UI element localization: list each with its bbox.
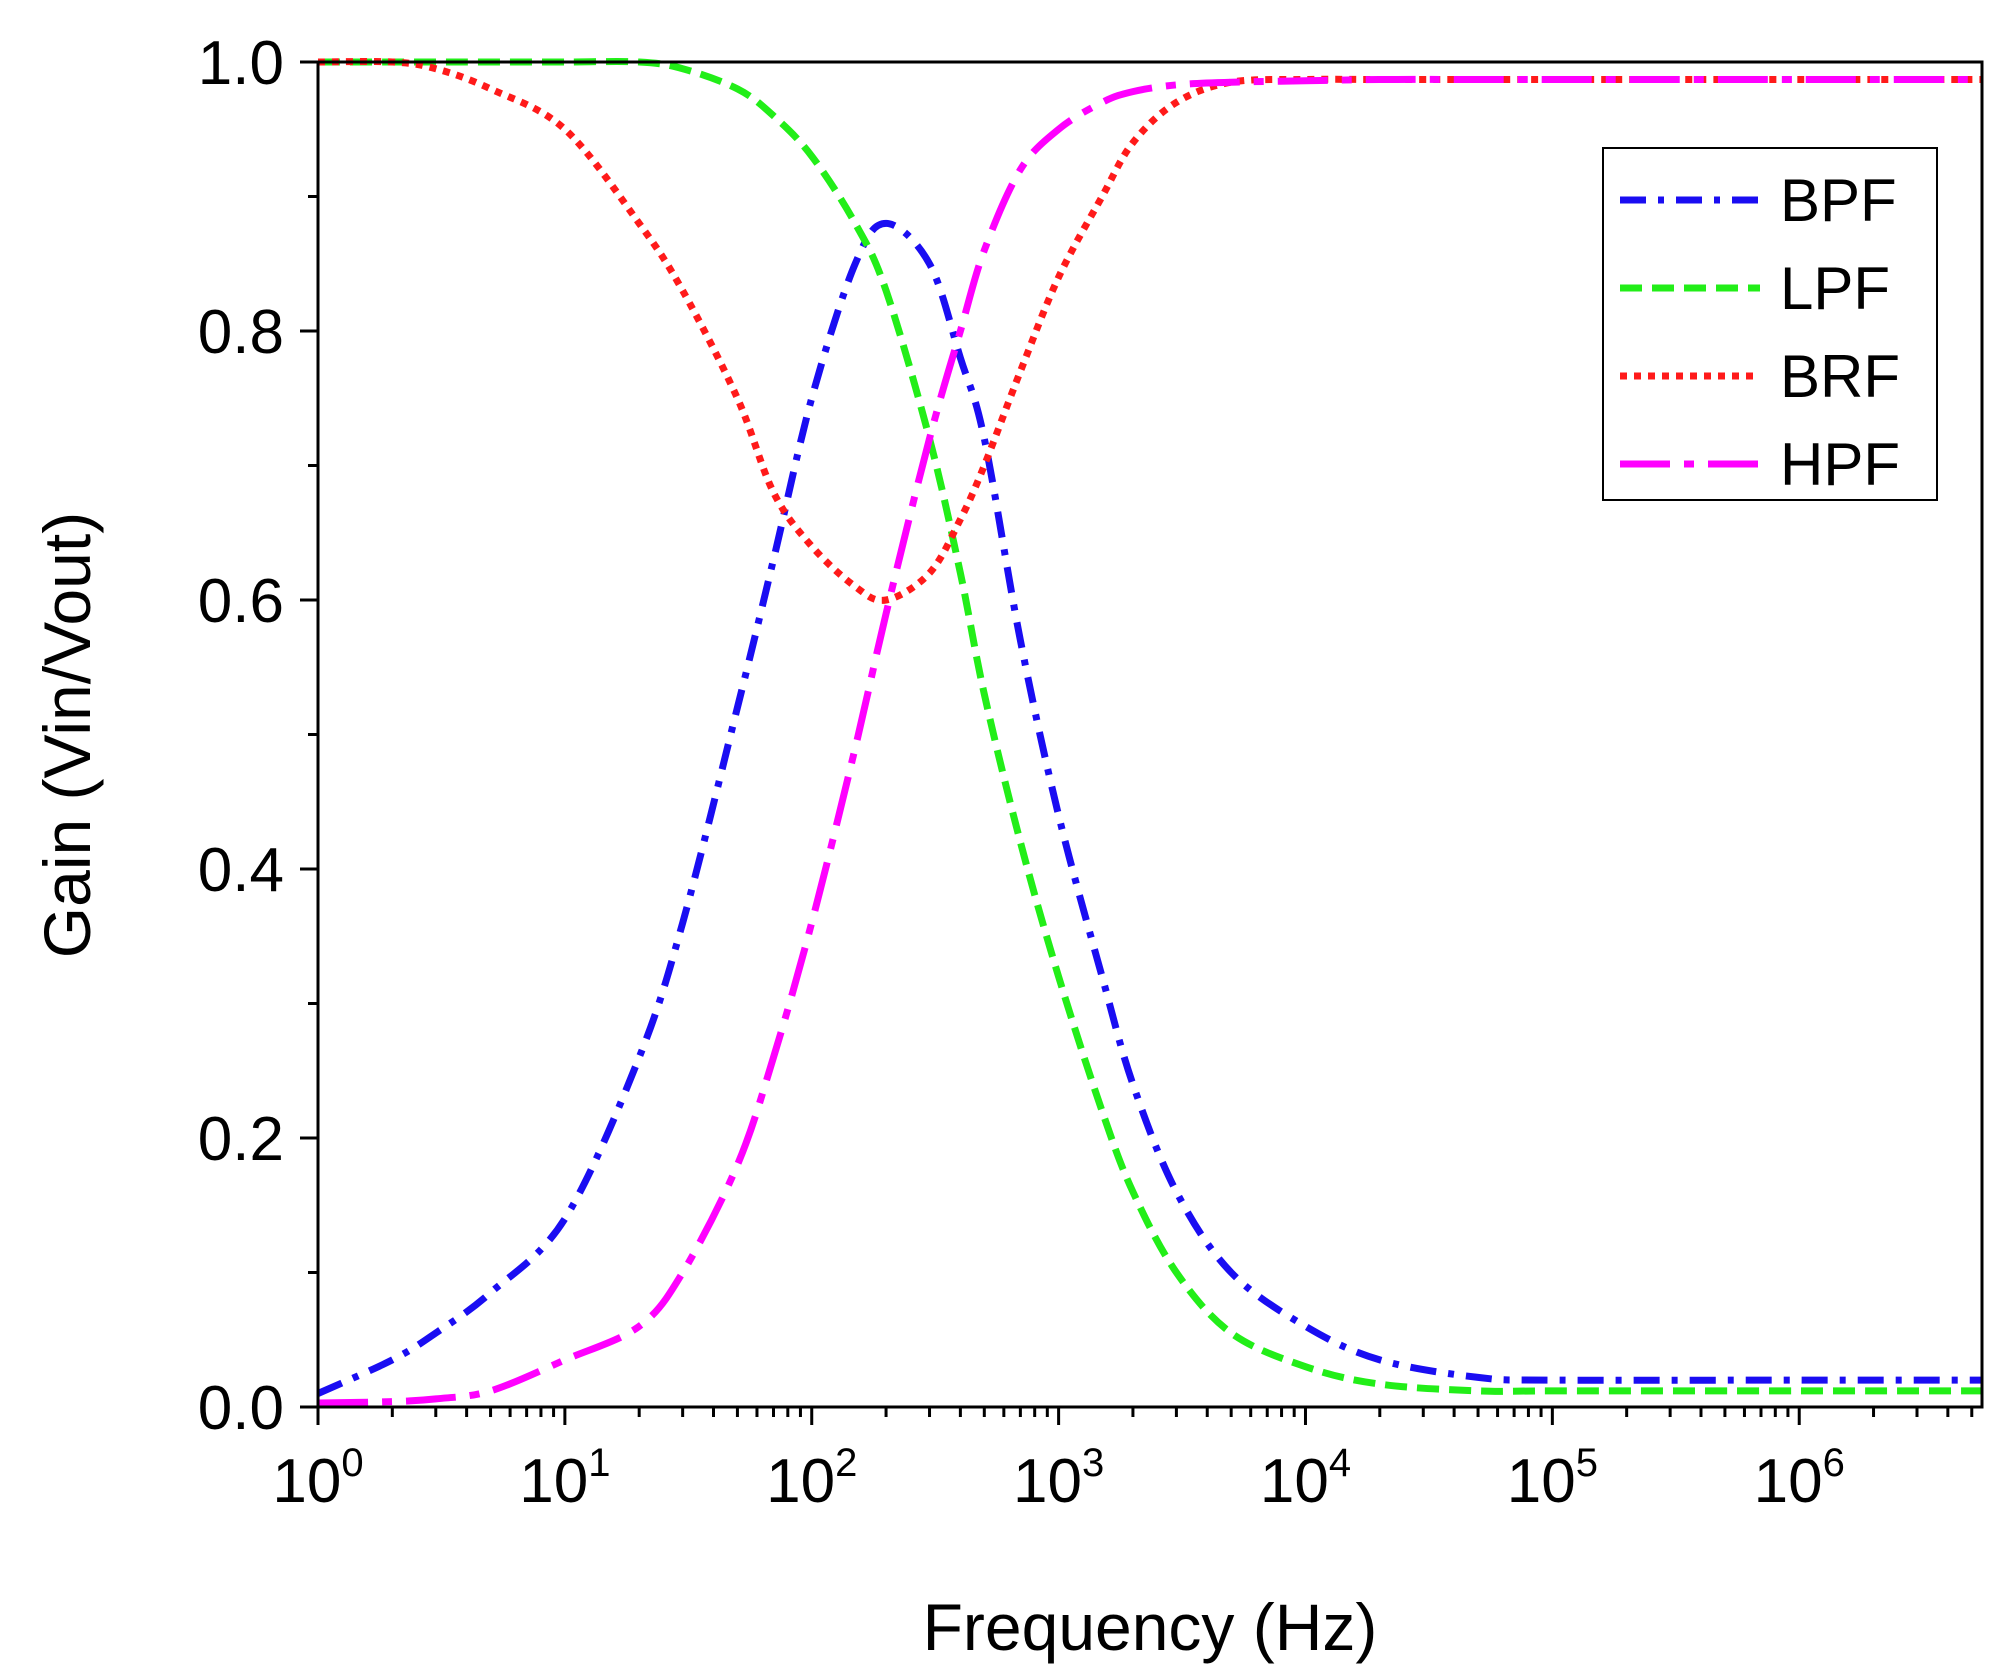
legend: BPF LPF BRF HPF (1602, 147, 1938, 501)
series-bpf-line (316, 219, 1982, 1397)
legend-box (1602, 147, 1938, 501)
y-tick-label: 0.8 (198, 298, 284, 367)
x-tick-label: 102 (766, 1441, 857, 1516)
x-tick-label: 103 (1013, 1441, 1104, 1516)
x-tick-label: 101 (519, 1441, 610, 1516)
y-tick-label: 0.2 (198, 1105, 284, 1174)
y-axis-title: Gain (Vin/Vout) (30, 512, 104, 958)
legend-label-brf: BRF (1780, 343, 1900, 410)
y-tick-label: 1.0 (198, 29, 284, 98)
y-tick-label: 0.6 (198, 567, 284, 636)
x-tick-label: 105 (1507, 1441, 1598, 1516)
plot-frame (316, 60, 1984, 1409)
axis-layer: 0.0 0.2 0.4 0.6 0.8 1.0 100 101 102 103 104 105 106 (198, 29, 1974, 1516)
series-hpf-line (317, 75, 1982, 1407)
series-brf-line (317, 58, 1982, 604)
legend-label-bpf: BPF (1780, 167, 1897, 234)
y-tick-label: 0.4 (198, 836, 284, 905)
x-axis-title: Frequency (Hz) (923, 1590, 1378, 1664)
x-tick-label: 106 (1754, 1441, 1845, 1516)
legend-label-lpf: LPF (1780, 255, 1890, 322)
x-tick-label: 100 (272, 1441, 363, 1516)
x-tick-label: 104 (1260, 1441, 1351, 1516)
legend-label-hpf: HPF (1780, 431, 1900, 498)
y-tick-label: 0.0 (198, 1374, 284, 1443)
